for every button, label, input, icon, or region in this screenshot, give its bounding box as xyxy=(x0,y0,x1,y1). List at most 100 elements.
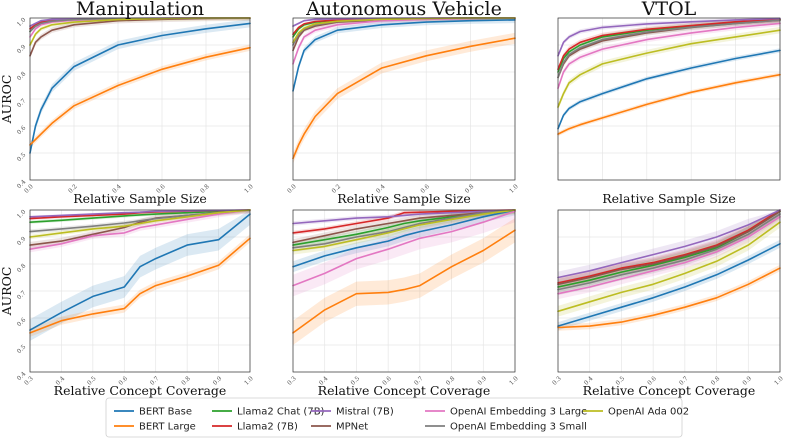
x-tick-label: 0.8 xyxy=(710,375,722,387)
series-line-bert_base xyxy=(557,49,781,130)
y-tick-label: 0.6 xyxy=(16,316,28,328)
x-tick-label: 0.6 xyxy=(117,375,129,387)
axis-frame xyxy=(557,17,781,181)
y-tick-label: 0.5 xyxy=(16,151,28,163)
x-tick-label: 1.0 xyxy=(773,375,785,387)
series-lines xyxy=(557,209,781,329)
x-tick-label: 0.4 xyxy=(318,375,330,387)
series-line-mistral xyxy=(557,209,781,279)
panel-title: VTOL xyxy=(641,0,697,20)
legend-label: Llama2 (7B) xyxy=(237,422,298,433)
x-axis-label: Relative Sample Size xyxy=(602,191,736,206)
y-tick-label: 0.9 xyxy=(16,43,28,55)
panel-sample-manipulation: 0.0 0.2 0.4 0.6 0.8 1.0 0.4 0.5 0.6 0.7 0.8 0.9 1.0 M… xyxy=(0,0,255,206)
panel-title: Manipulation xyxy=(76,0,204,20)
x-axis-label: Relative Concept Coverage xyxy=(54,383,227,398)
y-tick-label: 0.6 xyxy=(16,124,28,136)
legend-item-openai_small: OpenAI Embedding 3 Small xyxy=(425,422,587,433)
y-axis-label: AUROC xyxy=(0,267,14,317)
legend-frame xyxy=(105,397,683,438)
band-bert_large xyxy=(30,234,250,337)
legend-label: Llama2 Chat (7B) xyxy=(237,407,325,418)
series-line-bert_base xyxy=(292,209,516,268)
x-tick-label: 1.0 xyxy=(508,375,520,387)
band-openai_large xyxy=(558,20,780,91)
y-tick-label: 0.9 xyxy=(16,235,28,247)
x-tick-label: 0.6 xyxy=(155,183,167,195)
x-tick-label: 0.8 xyxy=(445,375,457,387)
confidence-bands xyxy=(293,210,515,345)
x-tick-label: 0.4 xyxy=(111,183,123,195)
series-line-bert_large xyxy=(29,237,251,334)
series-line-openai_small xyxy=(557,213,781,291)
legend-item-llama2: Llama2 (7B) xyxy=(212,422,298,433)
series-line-llama2 xyxy=(557,209,781,284)
y-tick-label: 1.0 xyxy=(16,16,28,28)
series-line-bert_base xyxy=(292,19,516,92)
series-line-bert_large xyxy=(557,267,781,329)
band-llama2_chat xyxy=(30,210,250,224)
series-lines xyxy=(292,209,516,334)
series-line-openai_small xyxy=(292,209,516,249)
series-line-openai_large xyxy=(292,210,516,287)
series-line-mistral xyxy=(29,209,251,218)
x-tick-label: 1.0 xyxy=(243,183,255,195)
y-tick-label: 0.7 xyxy=(16,289,28,301)
band-ada xyxy=(558,216,780,317)
x-tick-label: 0.9 xyxy=(741,375,753,387)
legend-label: Mistral (7B) xyxy=(336,407,394,418)
legend-item-bert_large: BERT Large xyxy=(114,422,196,433)
band-bert_large xyxy=(30,44,250,149)
legend-item-openai_large: OpenAI Embedding 3 Large xyxy=(425,407,587,418)
series-line-bert_base xyxy=(29,213,251,331)
band-openai_large xyxy=(30,210,250,253)
legend-item-llama2_chat: Llama2 Chat (7B) xyxy=(212,407,325,418)
y-tick-label: 1.0 xyxy=(16,208,28,220)
y-tick-label: 0.8 xyxy=(16,262,28,274)
x-tick-label: 0.3 xyxy=(551,375,563,387)
x-tick-label: 0.5 xyxy=(615,375,627,387)
x-tick-label: 0.7 xyxy=(413,375,425,387)
x-tick-label: 0.2 xyxy=(67,183,79,195)
legend-item-ada: OpenAI Ada 002 xyxy=(583,407,689,418)
series-line-llama2_chat xyxy=(29,209,251,223)
series-line-ada xyxy=(557,29,781,108)
series-line-openai_small xyxy=(557,19,781,79)
x-tick-label: 0.5 xyxy=(350,375,362,387)
band-bert_large xyxy=(558,72,780,137)
x-tick-label: 0.6 xyxy=(646,375,658,387)
x-tick-label: 0.4 xyxy=(375,183,387,195)
band-bert_large xyxy=(558,264,780,331)
x-tick-label: 0.8 xyxy=(199,183,211,195)
panel-coverage-manipulation: 0.3 0.4 0.5 0.6 0.7 0.8 0.9 1.00.40.50.60.70.80… xyxy=(0,208,255,398)
confidence-bands xyxy=(30,210,250,341)
panel-title: Autonomous Vehicle xyxy=(305,0,502,20)
confidence-bands xyxy=(293,18,515,164)
series-line-bert_large xyxy=(29,46,251,146)
series-lines xyxy=(557,17,781,135)
series-line-openai_large xyxy=(29,209,251,250)
x-tick-label: 0.6 xyxy=(381,375,393,387)
x-tick-label: 0.9 xyxy=(476,375,488,387)
panel-sample-autonomous: 0.0 0.2 0.4 0.6 0.8 1.0 Autonomous Vehicle Rela… xyxy=(286,0,520,206)
legend-label: MPNet xyxy=(336,422,368,433)
band-bert_large xyxy=(293,218,515,345)
band-openai_large xyxy=(293,210,515,297)
series-line-mpnet xyxy=(557,210,781,286)
x-tick-label: 1.0 xyxy=(243,375,255,387)
y-axis-label: AUROC xyxy=(0,75,14,125)
band-llama2 xyxy=(558,18,780,72)
confidence-bands xyxy=(30,18,250,158)
legend-item-mpnet: MPNet xyxy=(311,422,368,433)
series-line-bert_base xyxy=(29,22,251,154)
panel-sample-vtol: VTOL Relative Sample Size xyxy=(557,0,781,206)
y-tick-label: 0.4 xyxy=(16,178,28,190)
x-tick-label: 0.6 xyxy=(419,183,431,195)
x-tick-label: 0.7 xyxy=(678,375,690,387)
band-mpnet xyxy=(30,210,250,249)
band-ada xyxy=(558,26,780,111)
band-llama2 xyxy=(30,18,250,31)
panel-coverage-vtol: 0.3 0.4 0.5 0.6 0.7 0.8 0.9 1.0 Relative Concept… xyxy=(551,209,785,398)
series-line-bert_large xyxy=(292,37,516,160)
